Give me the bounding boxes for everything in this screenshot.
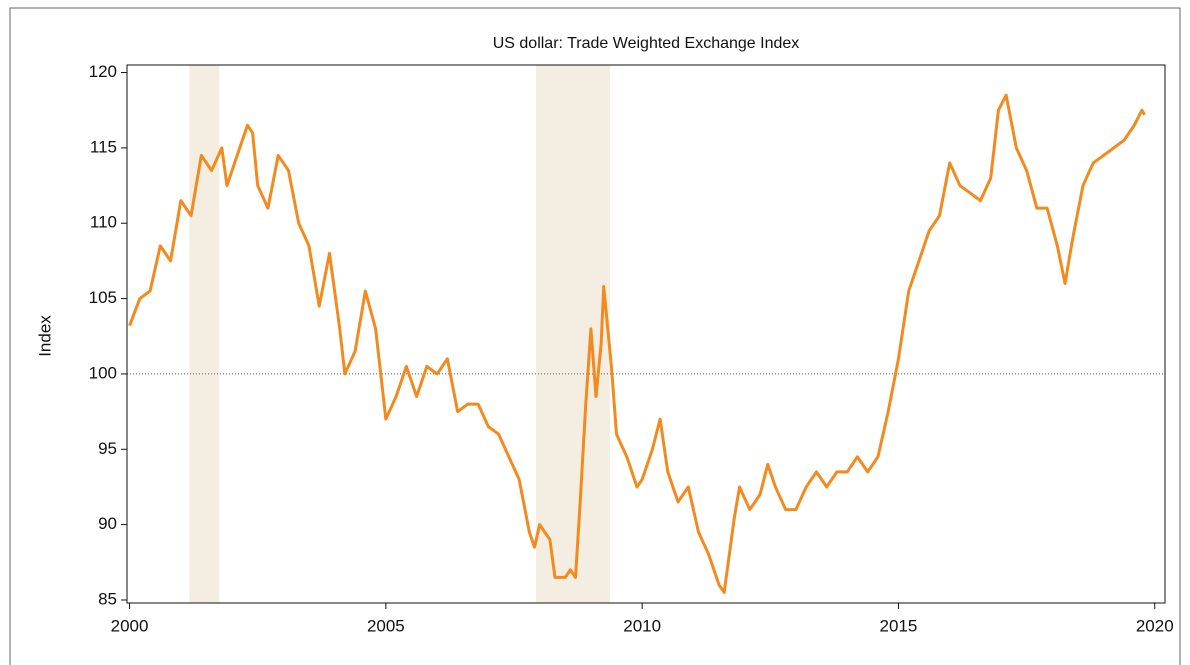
x-tick-label: 2010 bbox=[623, 616, 661, 635]
y-tick-label: 120 bbox=[89, 62, 117, 81]
x-tick-label: 2020 bbox=[1136, 616, 1174, 635]
recession-band bbox=[189, 65, 220, 603]
x-tick-label: 2005 bbox=[367, 616, 405, 635]
y-tick-label: 85 bbox=[98, 589, 117, 608]
y-axis-label: Index bbox=[35, 315, 54, 357]
x-tick-label: 2015 bbox=[880, 616, 918, 635]
recession-band bbox=[536, 65, 610, 603]
y-tick-label: 100 bbox=[89, 363, 117, 382]
plot-area bbox=[126, 64, 1166, 604]
frame bbox=[9, 7, 1181, 665]
chart-title: US dollar: Trade Weighted Exchange Index bbox=[493, 35, 800, 52]
x-tick-label: 2000 bbox=[111, 616, 149, 635]
y-tick-label: 95 bbox=[98, 439, 117, 458]
y-tick-label: 115 bbox=[90, 137, 117, 156]
y-tick-label: 110 bbox=[90, 213, 117, 232]
y-tick-label: 90 bbox=[98, 514, 117, 533]
line-series bbox=[128, 93, 1146, 594]
y-tick-label: 105 bbox=[89, 288, 117, 307]
